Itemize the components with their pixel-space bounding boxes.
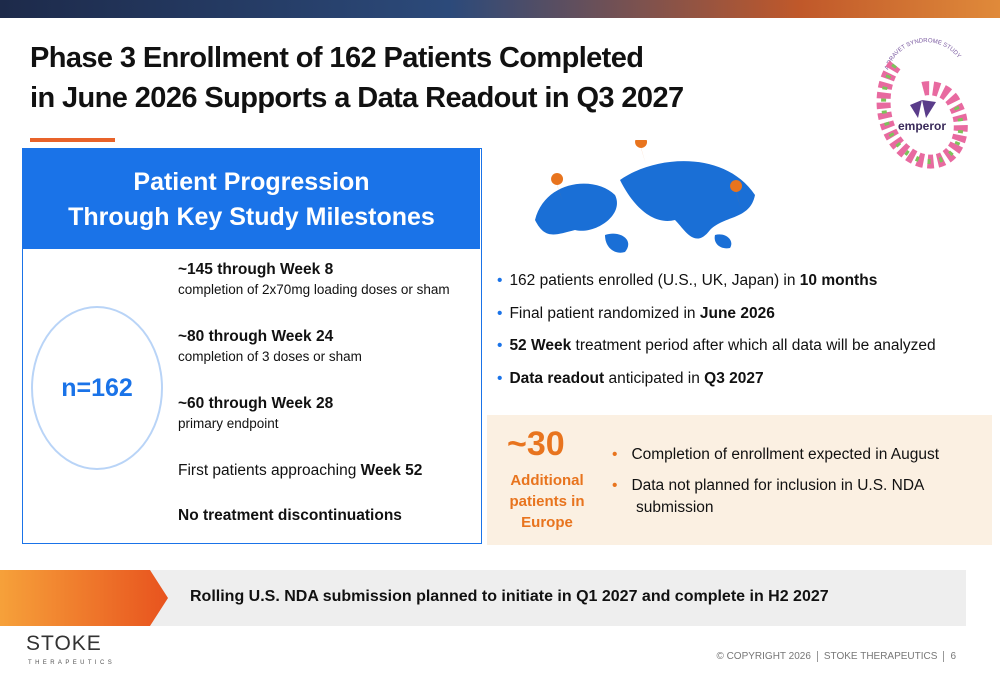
text-segment: ~145 through Week 8	[178, 261, 334, 278]
text-segment: Q3 2027	[704, 369, 764, 387]
text-segment: 162 patients enrolled (U.S., UK, Japan) …	[509, 272, 800, 289]
banner-arrow	[0, 570, 168, 626]
pin	[730, 180, 743, 209]
progression-panel: Patient Progression Through Key Study Mi…	[22, 148, 482, 544]
milestone: ~145 through Week 8 completion of 2x70mg …	[178, 261, 450, 297]
panel-title-line: Through Key Study Milestones	[68, 203, 435, 231]
bullet-dot: •	[497, 369, 503, 387]
continent	[714, 234, 732, 249]
bullet-dot: •	[497, 337, 503, 354]
bullet-text: Completion of enrollment expected in Aug…	[631, 446, 940, 463]
milestone-heading: ~60 through Week 28	[178, 395, 333, 413]
milestone: ~80 through Week 24 completion of 3 doses…	[178, 328, 362, 364]
text-segment: 10 months	[799, 272, 878, 289]
milestone: ~60 through Week 28 primary endpoint	[178, 395, 333, 431]
title-rule	[30, 138, 115, 142]
bullet: • Completion of enrollment expected in Au…	[612, 444, 982, 466]
text-segment: Data readout	[509, 369, 605, 387]
text-segment: Final patient randomized in	[509, 304, 700, 322]
milestone-heading: ~145 through Week 8	[178, 261, 450, 279]
milestone-heading: First patients approaching Week 52	[178, 462, 422, 480]
milestone-detail: completion of 2x70mg loading doses or sh…	[178, 282, 450, 297]
text-segment: June 2026	[699, 304, 775, 322]
text-segment: anticipated in	[604, 369, 705, 387]
milestone-detail: completion of 3 doses or sham	[178, 349, 362, 364]
location-pins	[551, 140, 743, 209]
slide-title: Phase 3 Enrollment of 162 Patients Compl…	[30, 38, 684, 118]
bullet-dot: •	[497, 304, 503, 322]
bullet-dot: •	[612, 477, 618, 494]
title-line: Phase 3 Enrollment of 162 Patients Compl…	[30, 42, 644, 74]
banner-bar	[150, 570, 966, 626]
highlight: • 52 Week treatment period after which al…	[497, 337, 936, 370]
label-line: patients in	[509, 493, 585, 510]
flower-ring	[876, 60, 968, 169]
footer: © COPYRIGHT 2026 STOKE THERAPEUTICS 6	[710, 651, 962, 662]
milestone: No treatment discontinuations	[178, 507, 402, 525]
milestone-heading: No treatment discontinuations	[178, 507, 402, 525]
banner	[0, 570, 966, 626]
text-segment: 52 Week	[509, 337, 572, 354]
highlight-list: • 162 patients enrolled (U.S., UK, Japan)…	[497, 272, 936, 402]
milestone: First patients approaching Week 52	[178, 462, 422, 480]
milestone-heading: ~80 through Week 24	[178, 328, 362, 346]
globe-map	[535, 140, 755, 253]
europe-label: Additional patients in Europe	[501, 470, 593, 533]
continent	[535, 183, 617, 235]
text-segment: Week 52	[360, 462, 423, 479]
continent	[605, 233, 629, 253]
banner-text: Rolling U.S. NDA submission planned to i…	[190, 588, 829, 605]
bullet-dot: •	[497, 272, 503, 289]
highlight: • Final patient randomized in June 2026	[497, 305, 936, 338]
text-segment: First patients approaching	[178, 462, 361, 479]
europe-bullets: • Completion of enrollment expected in Au…	[612, 444, 982, 528]
company: STOKE THERAPEUTICS	[816, 651, 944, 662]
panel-title-line: Patient Progression	[133, 168, 370, 196]
europe-count: ~30	[507, 425, 565, 463]
text-segment: ~60 through Week 28	[178, 395, 334, 412]
title-line: in June 2026 Supports a Data Readout in …	[30, 82, 684, 114]
logo-tagline: THERAPEUTICS	[28, 660, 116, 666]
pin	[551, 173, 564, 202]
study-badge: A DRAVET SYNDROME STUDY emperor	[876, 38, 968, 169]
total-label: n=162	[61, 373, 133, 402]
text-segment: treatment period after which all data wi…	[571, 337, 936, 354]
page-number: 6	[943, 651, 962, 662]
europe-panel: ~30 Additional patients in Europe • Compl…	[487, 415, 992, 545]
copyright: © COPYRIGHT 2026	[716, 651, 811, 662]
bullet-dot: •	[612, 446, 618, 463]
flower-leaves	[881, 63, 964, 165]
butterfly	[910, 100, 936, 118]
badge-name: emperor	[898, 119, 946, 133]
bullet-text: Data not planned for inclusion in U.S. N…	[631, 477, 924, 516]
logo: STOKE	[26, 632, 102, 655]
label-line: Additional	[510, 472, 584, 489]
highlight: • Data readout anticipated in Q3 2027	[497, 370, 936, 403]
text-segment: ~80 through Week 24	[178, 328, 334, 345]
bullet: • Data not planned for inclusion in U.S. …	[612, 475, 982, 519]
total-circle: n=162	[31, 306, 163, 470]
milestone-detail: primary endpoint	[178, 416, 279, 431]
label-line: Europe	[521, 514, 573, 531]
panel-header: Patient Progression Through Key Study Mi…	[23, 149, 480, 249]
highlight: • 162 patients enrolled (U.S., UK, Japan)…	[497, 272, 936, 305]
text-segment: No treatment discontinuations	[178, 507, 402, 524]
continent	[620, 161, 755, 239]
pin	[635, 140, 648, 165]
top-bar	[0, 0, 1000, 18]
